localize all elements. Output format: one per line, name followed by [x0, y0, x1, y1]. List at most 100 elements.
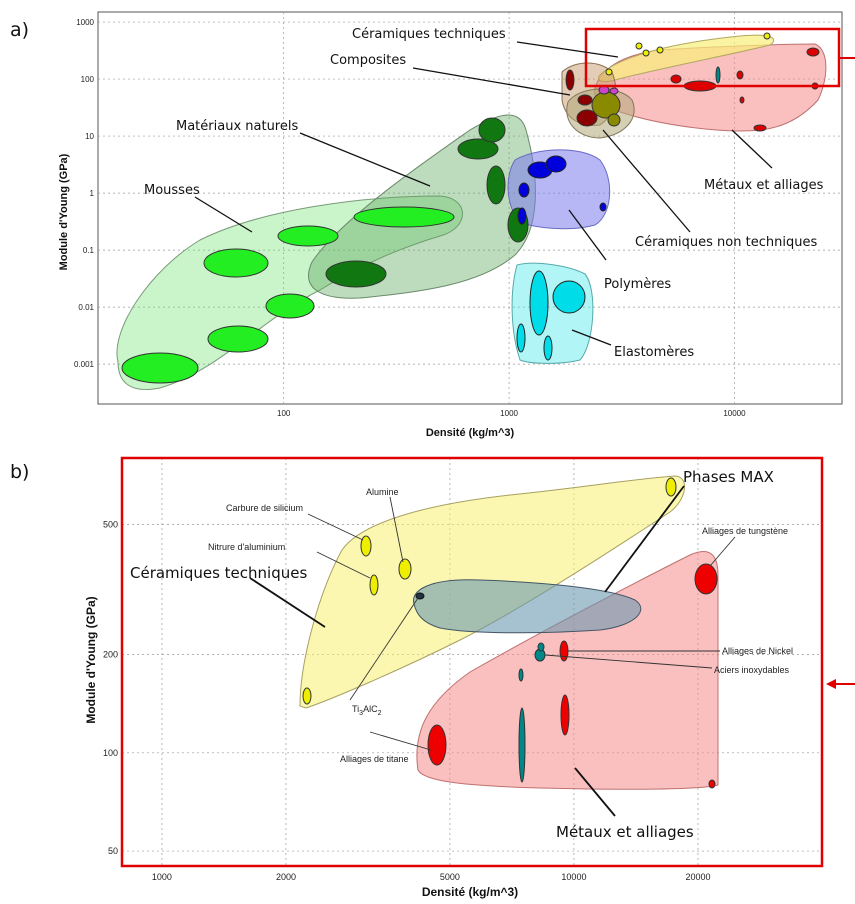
label-aciers: Aciers inoxydables: [714, 665, 790, 675]
x-tick-label: 1000: [500, 409, 518, 418]
naturel-bubble: [457, 138, 499, 160]
label-tungstene: Alliages de tungstène: [702, 526, 788, 536]
x-tick-label: 10000: [723, 409, 746, 418]
metal-bubble: [736, 70, 744, 80]
panel-a-xlabel: Densité (kg/m^3): [426, 427, 515, 439]
metal-bubble-b: [560, 694, 570, 736]
label-nickel: Alliages de Nickel: [722, 646, 793, 656]
label-metaux-b: Métaux et alliages: [556, 823, 694, 841]
y-tick-label: 1: [90, 189, 95, 198]
panel-b-ticks: 1000 2000 5000 10000 20000 500 200 100 50: [103, 520, 711, 882]
region-phases-max-b: [413, 579, 642, 634]
region-ceramiques-techniques: [598, 34, 775, 83]
metal-bubble: [739, 96, 745, 104]
y-tick-label: 100: [103, 748, 118, 758]
y-tick-label: 0.001: [74, 360, 95, 369]
mousse-bubble: [353, 206, 455, 228]
y-tick-label: 0.01: [78, 303, 94, 312]
panel-b-frame: [120, 456, 824, 868]
naturel-bubble: [486, 165, 506, 205]
elastomer-bubble: [529, 270, 549, 336]
label-carbure: Carbure de silicium: [226, 503, 303, 513]
x-tick-label: 20000: [685, 872, 710, 882]
metal-bubble-b: [427, 724, 447, 766]
panel-b-regions: [299, 475, 719, 790]
y-tick-label: 200: [103, 650, 118, 660]
label-titane: Alliages de titane: [340, 754, 409, 764]
panel-b-plot-area: Carbure de silicium Alumine Nitrure d'al…: [120, 456, 855, 868]
panel-b-ylabel: Module d'Young (GPa): [84, 596, 98, 723]
panel-b-letter: b): [10, 461, 29, 483]
metal-bubble-b: [518, 668, 524, 682]
polymer-bubble: [545, 155, 567, 173]
ceramic-bubble: [635, 42, 643, 50]
label-ti3alc2: Ti3AlC2: [352, 704, 382, 717]
panel-a-leaders: [194, 41, 773, 346]
label-metaux-a: Métaux et alliages: [704, 178, 824, 193]
composite-bubble: [609, 87, 619, 95]
ceramic-bubble-b: [398, 558, 412, 580]
composite-bubble: [577, 94, 593, 106]
ceramic-bubble-b: [665, 477, 677, 497]
panel-b-leaders-bold: [249, 485, 685, 817]
elastomer-bubble: [552, 280, 586, 314]
elastomer-bubble: [516, 323, 526, 353]
region-metaux-b: [416, 551, 719, 790]
x-tick-label: 10000: [561, 872, 586, 882]
x-tick-label: 2000: [276, 872, 296, 882]
label-phases-max: Phases MAX: [683, 468, 774, 486]
mousse-bubble: [203, 248, 269, 278]
mousse-bubble: [265, 293, 315, 319]
mousse-bubble: [277, 225, 339, 247]
ceramic-bubble: [605, 68, 613, 76]
metal-bubble-b: [559, 640, 569, 662]
ti3alc2-part-alc: AlC: [363, 704, 378, 714]
metal-bubble-b: [518, 707, 526, 783]
panel-a-ylabel: Module d'Young (GPa): [58, 153, 70, 270]
ceramic-bubble: [656, 46, 664, 54]
x-tick-label: 5000: [440, 872, 460, 882]
polymer-bubble: [517, 207, 527, 225]
x-tick-label: 100: [277, 409, 291, 418]
label-mousses-a: Mousses: [144, 183, 200, 198]
ceramic-bubble: [642, 49, 650, 57]
label-alumine: Alumine: [366, 487, 399, 497]
label-ceramiques-techniques-a: Céramiques techniques: [352, 27, 506, 42]
metal-bubble-b: [694, 563, 718, 595]
panel-a-ticks: 100 1000 10000 1000 100 10 1 0.1 0.01 0.001: [74, 18, 746, 418]
composite-bubble: [565, 69, 575, 91]
panel-a-letter: a): [10, 19, 29, 41]
y-tick-label: 50: [108, 846, 118, 856]
ti3alc2-sub-2: 2: [378, 710, 382, 717]
ceramic-bubble-b: [369, 574, 379, 596]
ceramic-bubble-b: [302, 687, 312, 705]
polymer-bubble: [599, 202, 607, 212]
metal-bubble: [753, 124, 767, 132]
metal-bubble: [806, 47, 820, 57]
y-tick-label: 100: [81, 75, 95, 84]
red-arrowhead-b: [826, 679, 836, 689]
y-tick-label: 10: [85, 132, 94, 141]
elastomer-bubble: [543, 335, 553, 361]
metal-bubble: [670, 74, 682, 84]
naturel-bubble: [478, 117, 506, 143]
label-ceramiques-non-techniques-a: Céramiques non techniques: [635, 235, 817, 250]
panel-a-regions: [116, 32, 827, 390]
panel-b-leaders: [307, 496, 736, 751]
label-ceramiques-techniques-b: Céramiques techniques: [130, 564, 307, 582]
label-nitrure: Nitrure d'aluminium: [208, 542, 285, 552]
naturel-bubble: [325, 260, 387, 288]
polymer-bubble: [518, 182, 530, 198]
ti3alc2-sub-3: 3: [359, 710, 363, 717]
label-composites-a: Composites: [330, 53, 406, 68]
nontech-bubble: [607, 113, 621, 127]
y-tick-label: 1000: [76, 18, 94, 27]
label-polymeres-a: Polymères: [604, 277, 671, 292]
ti3alc2-part-ti: Ti: [352, 704, 359, 714]
ti3alc2-point: [415, 592, 425, 600]
composite-bubble: [576, 109, 598, 127]
label-elastomeres-a: Elastomères: [614, 345, 694, 360]
y-tick-label: 500: [103, 520, 118, 530]
metal-bubble: [715, 66, 721, 84]
